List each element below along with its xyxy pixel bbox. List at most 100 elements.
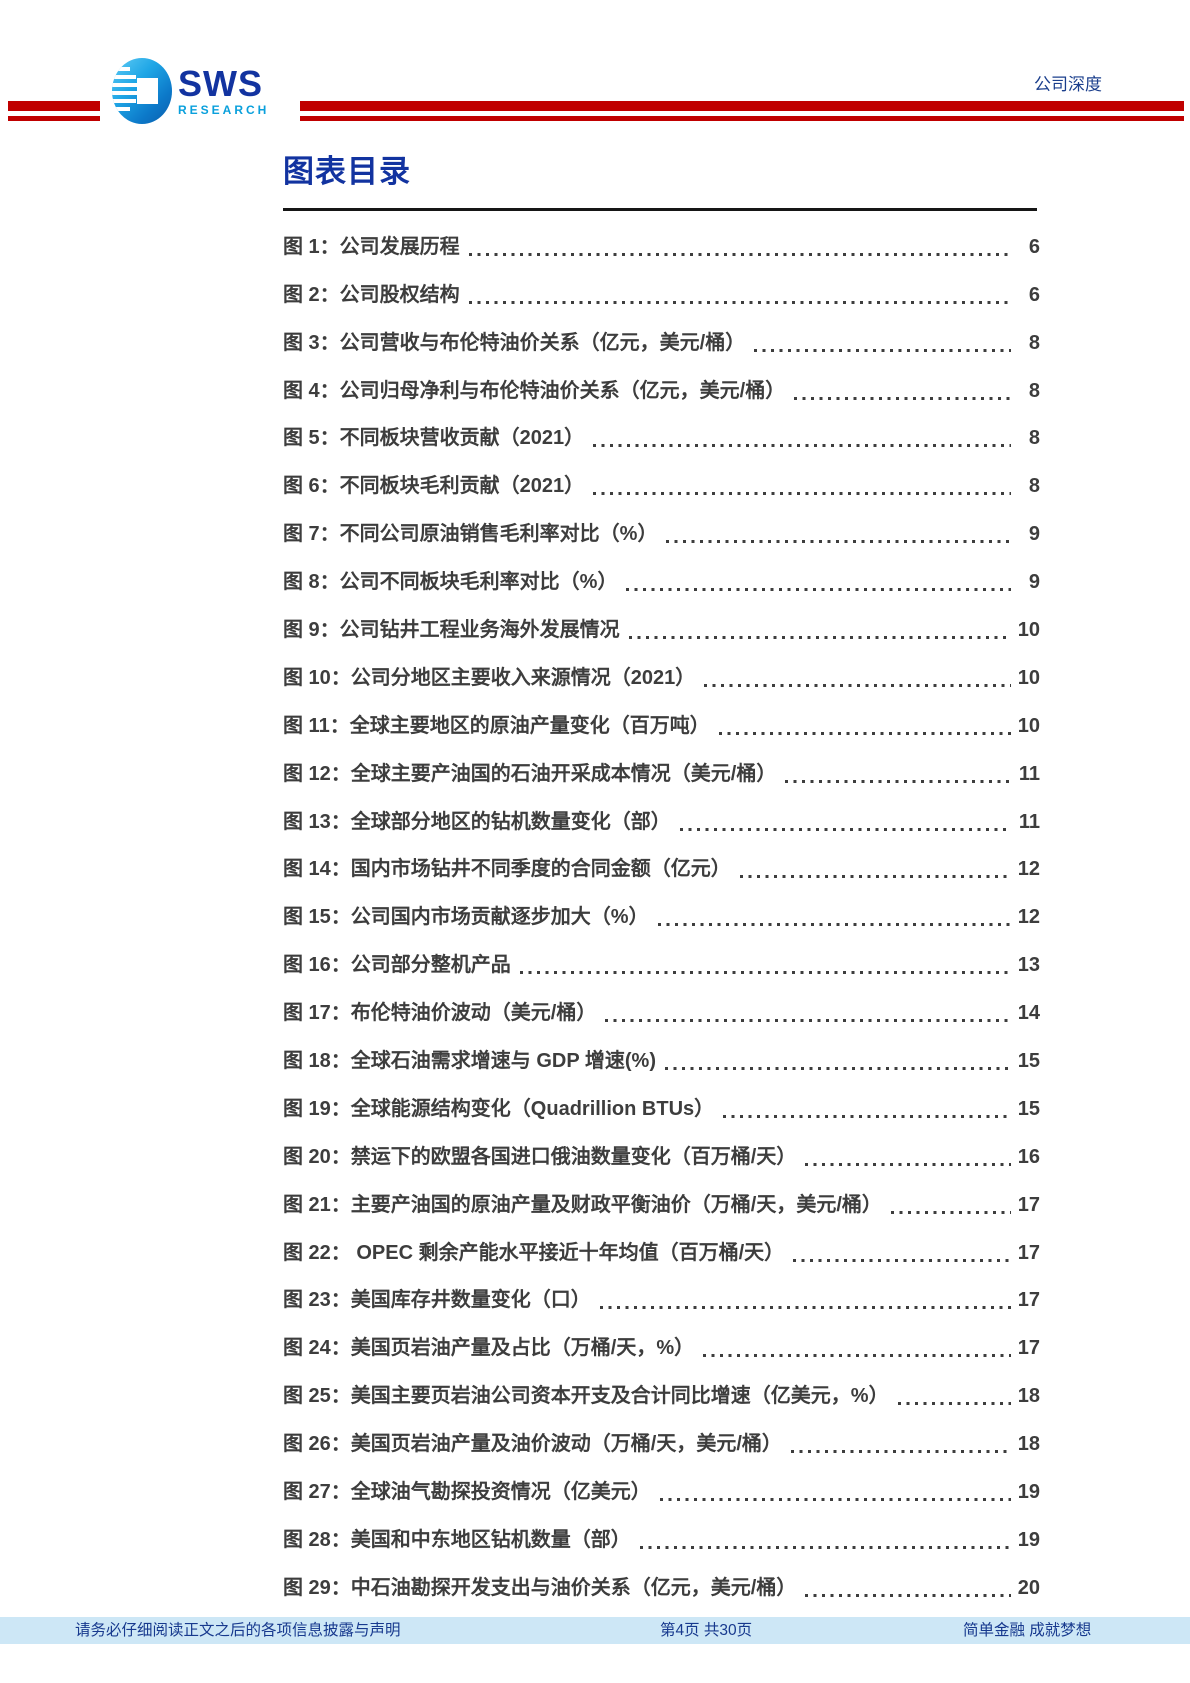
- toc-dot-leader: [704, 683, 1011, 687]
- toc-list: 图 1：公司发展历程 6 图 2：公司股权结构 6 图 3：公司营收与布伦特油价…: [283, 222, 1040, 1611]
- toc-entry[interactable]: 图 19：全球能源结构变化（Quadrillion BTUs） 15: [283, 1084, 1040, 1132]
- toc-entry-label: 图 20：禁运下的欧盟各国进口俄油数量变化（百万桶/天）: [283, 1145, 797, 1168]
- toc-dot-leader: [628, 636, 1011, 640]
- toc-dot-leader: [679, 827, 1011, 831]
- toc-entry[interactable]: 图 23：美国库存井数量变化（口） 17: [283, 1276, 1040, 1324]
- toc-entry-page: 17: [1017, 1337, 1040, 1360]
- toc-entry[interactable]: 图 1：公司发展历程 6: [283, 222, 1040, 270]
- toc-entry[interactable]: 图 9：公司钻井工程业务海外发展情况 10: [283, 605, 1040, 653]
- logo-subname: RESEARCH: [178, 103, 270, 117]
- toc-entry-label: 图 19：全球能源结构变化（Quadrillion BTUs）: [283, 1097, 715, 1120]
- toc-entry-page: 15: [1017, 1050, 1040, 1073]
- toc-dot-leader: [793, 1258, 1011, 1262]
- header-left-rule-thin: [8, 116, 100, 121]
- toc-dot-leader: [659, 1498, 1011, 1502]
- toc-entry[interactable]: 图 10：公司分地区主要收入来源情况（2021） 10: [283, 653, 1040, 701]
- toc-entry[interactable]: 图 13：全球部分地区的钻机数量变化（部） 11: [283, 797, 1040, 845]
- toc-dot-leader: [785, 779, 1011, 783]
- toc-dot-leader: [519, 971, 1011, 975]
- sws-globe-icon: [112, 58, 172, 124]
- toc-dot-leader: [897, 1402, 1011, 1406]
- toc-entry-label: 图 16：公司部分整机产品: [283, 954, 511, 977]
- toc-entry[interactable]: 图 17：布伦特油价波动（美元/桶） 14: [283, 988, 1040, 1036]
- header-right-rule-thick: [300, 101, 1184, 111]
- toc-dot-leader: [703, 1354, 1011, 1358]
- toc-entry-label: 图 8：公司不同板块毛利率对比（%）: [283, 571, 618, 594]
- toc-entry[interactable]: 图 5：不同板块营收贡献（2021） 8: [283, 414, 1040, 462]
- toc-entry[interactable]: 图 8：公司不同板块毛利率对比（%） 9: [283, 557, 1040, 605]
- toc-entry[interactable]: 图 25：美国主要页岩油公司资本开支及合计同比增速（亿美元，%） 18: [283, 1371, 1040, 1419]
- toc-entry-label: 图 25：美国主要页岩油公司资本开支及合计同比增速（亿美元，%）: [283, 1385, 889, 1408]
- toc-dot-leader: [890, 1210, 1011, 1214]
- toc-dot-leader: [790, 1450, 1011, 1454]
- toc-entry[interactable]: 图 18：全球石油需求增速与 GDP 增速(%) 15: [283, 1036, 1040, 1084]
- toc-entry-page: 6: [1028, 283, 1040, 306]
- toc-entry-page: 17: [1017, 1289, 1040, 1312]
- toc-entry-page: 19: [1017, 1481, 1040, 1504]
- toc-entry[interactable]: 图 16：公司部分整机产品 13: [283, 940, 1040, 988]
- toc-entry[interactable]: 图 2：公司股权结构 6: [283, 270, 1040, 318]
- toc-dot-leader: [718, 731, 1011, 735]
- toc-entry[interactable]: 图 4：公司归母净利与布伦特油价关系（亿元，美元/桶） 8: [283, 366, 1040, 414]
- toc-entry-label: 图 13：全球部分地区的钻机数量变化（部）: [283, 810, 671, 833]
- footer-disclaimer: 请务必仔细阅读正文之后的各项信息披露与声明: [75, 1622, 401, 1639]
- toc-entry-label: 图 5：不同板块营收贡献（2021）: [283, 427, 585, 450]
- toc-entry-label: 图 23：美国库存井数量变化（口）: [283, 1289, 591, 1312]
- toc-entry-page: 12: [1017, 906, 1040, 929]
- toc-entry[interactable]: 图 21：主要产油国的原油产量及财政平衡油价（万桶/天，美元/桶） 17: [283, 1180, 1040, 1228]
- toc-dot-leader: [593, 492, 1011, 496]
- toc-entry[interactable]: 图 22： OPEC 剩余产能水平接近十年均值（百万桶/天） 17: [283, 1228, 1040, 1276]
- footer-page-info: 第4页 共30页: [660, 1622, 753, 1639]
- toc-entry-page: 10: [1017, 666, 1040, 689]
- toc-entry-label: 图 29：中石油勘探开发支出与油价关系（亿元，美元/桶）: [283, 1576, 797, 1599]
- toc-entry[interactable]: 图 20：禁运下的欧盟各国进口俄油数量变化（百万桶/天） 16: [283, 1132, 1040, 1180]
- toc-dot-leader: [666, 540, 1011, 544]
- toc-entry-label: 图 12：全球主要产油国的石油开采成本情况（美元/桶）: [283, 762, 777, 785]
- footer-slogan: 简单金融 成就梦想: [963, 1622, 1092, 1639]
- toc-entry-label: 图 26：美国页岩油产量及油价波动（万桶/天，美元/桶）: [283, 1433, 782, 1456]
- toc-entry-label: 图 7：不同公司原油销售毛利率对比（%）: [283, 523, 658, 546]
- toc-entry-label: 图 18：全球石油需求增速与 GDP 增速(%): [283, 1050, 656, 1073]
- report-category-label: 公司深度: [1034, 75, 1102, 94]
- toc-entry[interactable]: 图 11：全球主要地区的原油产量变化（百万吨） 10: [283, 701, 1040, 749]
- toc-entry[interactable]: 图 15：公司国内市场贡献逐步加大（%） 12: [283, 892, 1040, 940]
- toc-entry-label: 图 21：主要产油国的原油产量及财政平衡油价（万桶/天，美元/桶）: [283, 1193, 882, 1216]
- toc-entry-page: 11: [1018, 810, 1040, 833]
- toc-entry[interactable]: 图 27：全球油气勘探投资情况（亿美元） 19: [283, 1467, 1040, 1515]
- toc-entry-page: 16: [1017, 1145, 1040, 1168]
- toc-dot-leader: [639, 1545, 1011, 1549]
- toc-entry-label: 图 10：公司分地区主要收入来源情况（2021）: [283, 666, 696, 689]
- toc-entry[interactable]: 图 6：不同板块毛利贡献（2021） 8: [283, 461, 1040, 509]
- toc-entry[interactable]: 图 26：美国页岩油产量及油价波动（万桶/天，美元/桶） 18: [283, 1419, 1040, 1467]
- toc-entry[interactable]: 图 3：公司营收与布伦特油价关系（亿元，美元/桶） 8: [283, 318, 1040, 366]
- toc-entry-page: 8: [1028, 427, 1040, 450]
- toc-entry-label: 图 17：布伦特油价波动（美元/桶）: [283, 1002, 597, 1025]
- toc-entry[interactable]: 图 24：美国页岩油产量及占比（万桶/天，%） 17: [283, 1323, 1040, 1371]
- toc-entry[interactable]: 图 14：国内市场钻井不同季度的合同金额（亿元） 12: [283, 845, 1040, 893]
- toc-dot-leader: [468, 252, 1011, 256]
- toc-entry-label: 图 11：全球主要地区的原油产量变化（百万吨）: [283, 714, 710, 737]
- toc-entry-label: 图 3：公司营收与布伦特油价关系（亿元，美元/桶）: [283, 331, 746, 354]
- sws-logo-text: SWS RESEARCH: [178, 63, 270, 117]
- toc-dot-leader: [468, 300, 1011, 304]
- toc-entry-label: 图 24：美国页岩油产量及占比（万桶/天，%）: [283, 1337, 695, 1360]
- toc-entry-page: 11: [1018, 762, 1040, 785]
- toc-entry-page: 10: [1017, 714, 1040, 737]
- toc-entry[interactable]: 图 12：全球主要产油国的石油开采成本情况（美元/桶） 11: [283, 749, 1040, 797]
- toc-entry-page: 17: [1017, 1241, 1040, 1264]
- toc-entry-label: 图 15：公司国内市场贡献逐步加大（%）: [283, 906, 649, 929]
- toc-entry-page: 8: [1028, 331, 1040, 354]
- toc-entry-page: 10: [1017, 619, 1040, 642]
- header-left-rule-thick: [8, 101, 100, 111]
- toc-dot-leader: [605, 1019, 1011, 1023]
- logo-name: SWS: [178, 63, 264, 104]
- toc-entry[interactable]: 图 7：不同公司原油销售毛利率对比（%） 9: [283, 509, 1040, 557]
- toc-entry-page: 12: [1017, 858, 1040, 881]
- toc-entry-page: 6: [1028, 235, 1040, 258]
- toc-entry-label: 图 28：美国和中东地区钻机数量（部）: [283, 1528, 631, 1551]
- toc-entry-label: 图 4：公司归母净利与布伦特油价关系（亿元，美元/桶）: [283, 379, 786, 402]
- toc-entry[interactable]: 图 29：中石油勘探开发支出与油价关系（亿元，美元/桶） 20: [283, 1563, 1040, 1611]
- header-right-rule-thin: [300, 116, 1184, 121]
- toc-entry[interactable]: 图 28：美国和中东地区钻机数量（部） 19: [283, 1515, 1040, 1563]
- toc-entry-label: 图 27：全球油气勘探投资情况（亿美元）: [283, 1481, 651, 1504]
